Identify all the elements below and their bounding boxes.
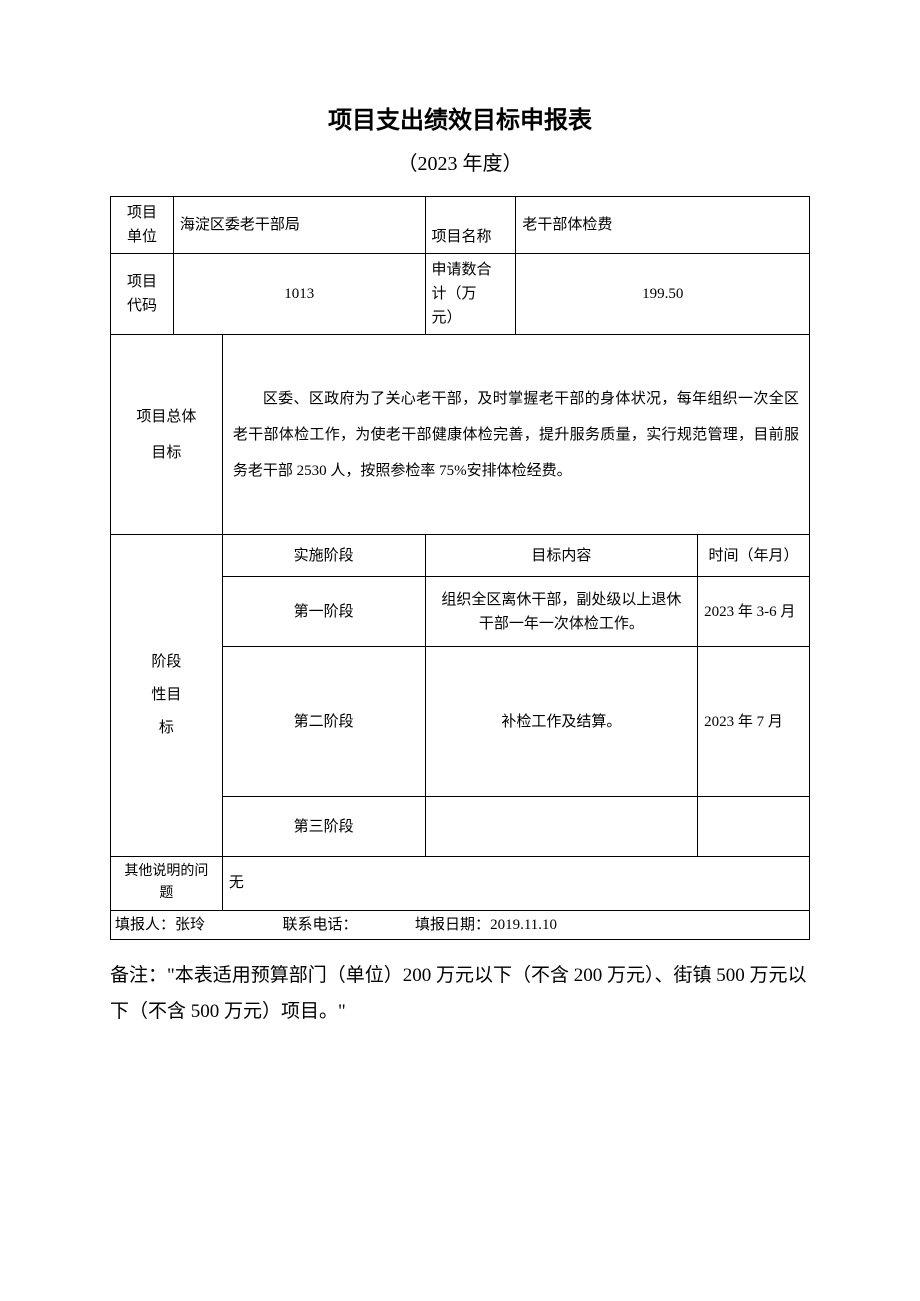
stage3-time [698, 797, 810, 857]
reporter-value: 张玲 [175, 917, 205, 933]
stage1-content: 组织全区离休干部，副处级以上退休 干部一年一次体检工作。 [425, 577, 698, 647]
stage-goals-label: 阶段 性目 标 [111, 535, 223, 857]
amount-value: 199.50 [516, 254, 810, 335]
table-row: 填报人：张玲 联系电话： 填报日期：2019.11.10 [111, 910, 810, 939]
stage-header-time: 时间（年月） [698, 535, 810, 577]
stage1-label: 第一阶段 [222, 577, 425, 647]
project-unit-value: 海淀区委老干部局 [173, 197, 425, 254]
subtitle-suffix: 年度） [458, 153, 523, 175]
subtitle-year: 2023 [418, 153, 458, 175]
project-name-value: 老干部体检费 [516, 197, 810, 254]
project-code-label: 项目 代码 [111, 254, 174, 335]
overall-goal-content: 区委、区政府为了关心老干部，及时掌握老干部的身体状况，每年组织一次全区老干部体检… [222, 335, 809, 535]
declaration-table: 项目 单位 海淀区委老干部局 项目名称 老干部体检费 项目 代码 1013 申请… [110, 196, 810, 940]
other-notes-value: 无 [222, 857, 809, 911]
other-notes-label: 其他说明的问 题 [111, 857, 223, 911]
table-row: 其他说明的问 题 无 [111, 857, 810, 911]
reporter-label: 填报人： [115, 917, 175, 933]
remarks-text: 备注："本表适用预算部门（单位）200 万元以下（不含 200 万元）、街镇 5… [110, 958, 810, 1030]
table-row: 阶段 性目 标 实施阶段 目标内容 时间（年月） [111, 535, 810, 577]
project-name-label: 项目名称 [425, 197, 516, 254]
date-label: 填报日期： [415, 917, 490, 933]
stage3-content [425, 797, 698, 857]
phone-label: 联系电话： [283, 917, 358, 933]
stage3-label: 第三阶段 [222, 797, 425, 857]
stage1-time: 2023 年 3-6 月 [698, 577, 810, 647]
stage-header-phase: 实施阶段 [222, 535, 425, 577]
stage2-content: 补检工作及结算。 [425, 647, 698, 797]
table-row: 项目 代码 1013 申请数合 计（万 元） 199.50 [111, 254, 810, 335]
stage2-label: 第二阶段 [222, 647, 425, 797]
date-value: 2019.11.10 [490, 917, 557, 933]
overall-goal-label: 项目总体 目标 [111, 335, 223, 535]
stage2-time: 2023 年 7 月 [698, 647, 810, 797]
document-title: 项目支出绩效目标申报表 [110, 100, 810, 135]
table-row: 项目总体 目标 区委、区政府为了关心老干部，及时掌握老干部的身体状况，每年组织一… [111, 335, 810, 535]
footer-cell: 填报人：张玲 联系电话： 填报日期：2019.11.10 [111, 910, 810, 939]
amount-label: 申请数合 计（万 元） [425, 254, 516, 335]
stage-header-content: 目标内容 [425, 535, 698, 577]
project-code-value: 1013 [173, 254, 425, 335]
project-unit-label: 项目 单位 [111, 197, 174, 254]
subtitle-prefix: （ [398, 153, 418, 175]
document-subtitle: （2023 年度） [110, 147, 810, 176]
table-row: 项目 单位 海淀区委老干部局 项目名称 老干部体检费 [111, 197, 810, 254]
